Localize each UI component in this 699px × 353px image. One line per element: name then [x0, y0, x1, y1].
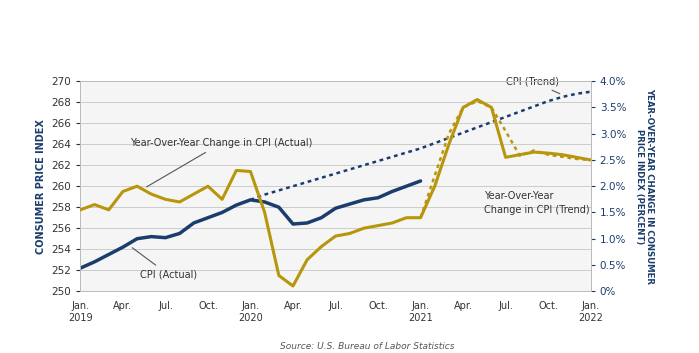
Text: is to Resume Pre-COVID Trend, a Transient Spike is Very Likely: is to Resume Pre-COVID Trend, a Transien… — [102, 48, 597, 62]
Text: Year-Over-Year Change in CPI (Actual): Year-Over-Year Change in CPI (Actual) — [130, 138, 312, 187]
Text: Year-Over-Year
Change in CPI (Trend): Year-Over-Year Change in CPI (Trend) — [484, 191, 590, 215]
Text: CPI (Actual): CPI (Actual) — [132, 248, 197, 280]
Text: Source: U.S. Bureau of Labor Statistics: Source: U.S. Bureau of Labor Statistics — [280, 342, 454, 352]
Text: CPI (Trend): CPI (Trend) — [505, 76, 560, 94]
Y-axis label: CONSUMER PRICE INDEX: CONSUMER PRICE INDEX — [36, 119, 46, 254]
Text: If the Annual Rate of Change in Consumer Price Index (CPI): If the Annual Rate of Change in Consumer… — [113, 18, 586, 32]
Y-axis label: YEAR-OVER-YEAR CHANGE IN CONSUMER
PRICE INDEX (PERCENT): YEAR-OVER-YEAR CHANGE IN CONSUMER PRICE … — [635, 88, 654, 284]
